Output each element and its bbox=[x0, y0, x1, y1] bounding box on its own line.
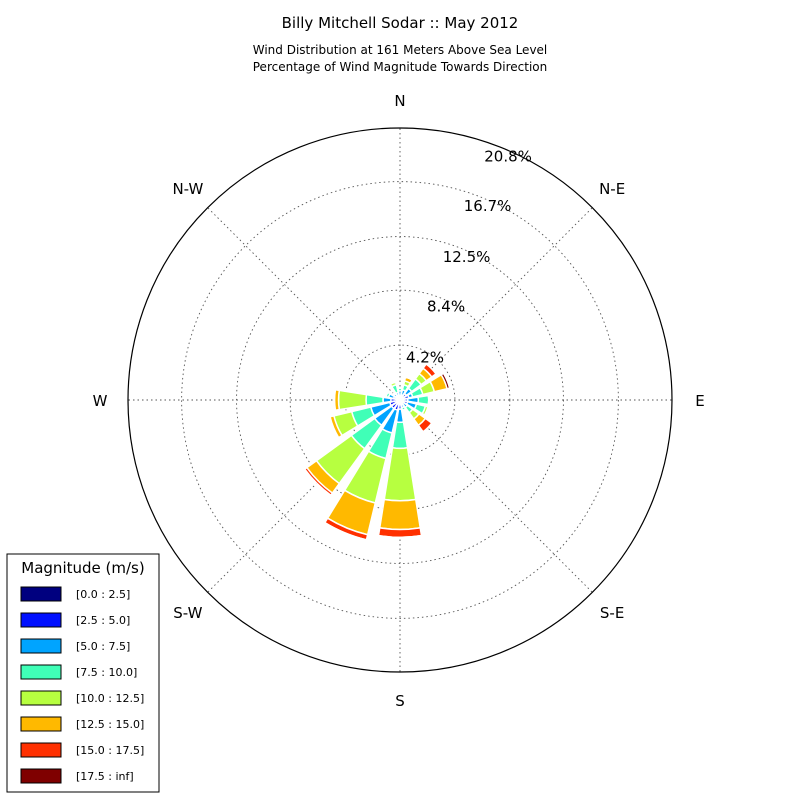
legend-label: [10.0 : 12.5] bbox=[76, 692, 144, 705]
bar-segment-sector-15-bin-4 bbox=[389, 381, 398, 388]
legend-swatch bbox=[20, 612, 62, 628]
legend-label: [2.5 : 5.0] bbox=[76, 614, 130, 627]
direction-label-w: W bbox=[93, 392, 108, 410]
direction-label-s-e: S-E bbox=[600, 604, 624, 622]
bar-segment-sector-8-bin-4 bbox=[383, 447, 417, 502]
bar-segment-sector-8-bin-5 bbox=[378, 498, 422, 531]
radial-tick-labels: 4.2% 8.4% 12.5% 16.7% 20.8% bbox=[406, 148, 532, 367]
legend-swatch bbox=[20, 638, 62, 654]
direction-label-e: E bbox=[695, 392, 704, 410]
bar-segment-sector-5-bin-4 bbox=[421, 405, 429, 416]
outer-circle bbox=[127, 127, 673, 673]
bar-segment-sector-11-bin-5 bbox=[329, 415, 343, 439]
legend-swatch bbox=[20, 586, 62, 602]
bar-segment-sector-2-bin-6 bbox=[422, 363, 437, 378]
bar-segment-sector-12-bin-4 bbox=[337, 389, 368, 411]
radial-tick-label: 8.4% bbox=[427, 298, 465, 316]
grid-circle-4 bbox=[181, 181, 619, 619]
bar-segment-sector-9-bin-7 bbox=[323, 521, 368, 542]
bar-segment-sector-8-bin-7 bbox=[377, 534, 423, 540]
direction-label-n-w: N-W bbox=[172, 180, 203, 198]
legend-label: [0.0 : 2.5] bbox=[76, 588, 130, 601]
polar-grid bbox=[128, 128, 672, 672]
bar-segment-sector-4-bin-4 bbox=[427, 394, 431, 406]
direction-labels: N N-E E S-E S S-W W N-W bbox=[93, 92, 705, 710]
direction-label-s-w: S-W bbox=[173, 604, 202, 622]
legend-label: [7.5 : 10.0] bbox=[76, 666, 137, 679]
direction-label-n: N bbox=[394, 92, 405, 110]
legend-swatch bbox=[20, 690, 62, 706]
radial-tick-label: 12.5% bbox=[443, 248, 491, 266]
bar-segment-sector-10-bin-6 bbox=[304, 466, 334, 496]
bar-segment-sector-12-bin-5 bbox=[333, 389, 341, 411]
legend-label: [12.5 : 15.0] bbox=[76, 718, 144, 731]
bar-segment-sector-1-bin-6 bbox=[404, 375, 414, 381]
legend-swatch bbox=[20, 716, 62, 732]
radial-tick-label: 4.2% bbox=[406, 348, 444, 366]
bar-segment-sector-8-bin-3 bbox=[391, 421, 409, 450]
radial-tick-label: 20.8% bbox=[484, 148, 532, 166]
legend-swatch bbox=[20, 664, 62, 680]
legend-swatch bbox=[20, 768, 62, 784]
wind-bars bbox=[304, 363, 451, 542]
bar-segment-sector-4-bin-3 bbox=[417, 394, 430, 406]
grid-spoke bbox=[399, 207, 593, 401]
chart-subtitle-line-2: Percentage of Wind Magnitude Towards Dir… bbox=[253, 60, 547, 74]
grid-spoke bbox=[207, 207, 401, 401]
bar-segment-sector-13-bin-4 bbox=[383, 391, 389, 398]
grid-spoke bbox=[399, 399, 593, 593]
legend-title: Magnitude (m/s) bbox=[21, 559, 144, 577]
direction-label-s: S bbox=[395, 692, 405, 710]
radial-tick-label: 16.7% bbox=[464, 197, 512, 215]
bar-segment-sector-6-bin-6 bbox=[417, 417, 433, 433]
legend-swatch bbox=[20, 742, 62, 758]
direction-label-n-e: N-E bbox=[599, 180, 625, 198]
legend-label: [17.5 : inf] bbox=[76, 770, 134, 783]
legend-label: [5.0 : 7.5] bbox=[76, 640, 130, 653]
bar-segment-sector-3-bin-7 bbox=[440, 372, 451, 390]
chart-title: Billy Mitchell Sodar :: May 2012 bbox=[282, 14, 519, 32]
legend-label: [15.0 : 17.5] bbox=[76, 744, 144, 757]
bar-segment-sector-0-bin-3 bbox=[397, 387, 403, 392]
bar-segment-sector-7-bin-3 bbox=[401, 405, 407, 411]
bar-segment-sector-12-bin-3 bbox=[365, 393, 384, 407]
chart-subtitle-line-1: Wind Distribution at 161 Meters Above Se… bbox=[253, 43, 548, 57]
legend: Magnitude (m/s) [0.0 : 2.5] [2.5 : 5.0] [5… bbox=[6, 553, 160, 793]
